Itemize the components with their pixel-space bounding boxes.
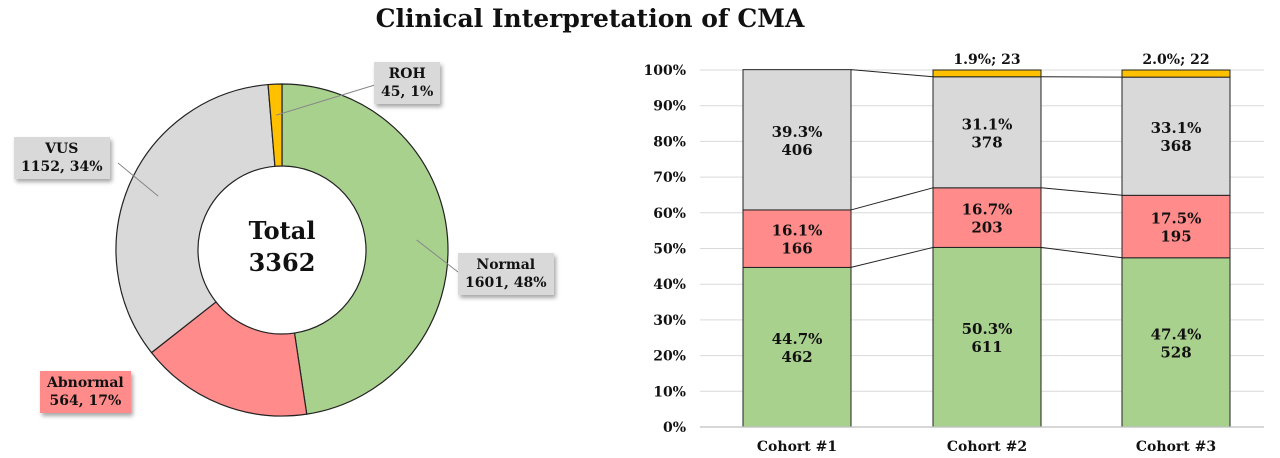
data-label-count-normal: 528 bbox=[1160, 343, 1191, 361]
series-connector-line bbox=[850, 187, 934, 211]
donut-slice-roh bbox=[267, 83, 283, 167]
data-label-pct-vus: 31.1% bbox=[962, 115, 1013, 133]
data-label-count-normal: 462 bbox=[781, 348, 812, 366]
slice-label-abnormal-value: 564, 17% bbox=[49, 393, 122, 409]
donut-center-line1: Total bbox=[248, 216, 316, 245]
bar-segment-vus bbox=[1121, 76, 1231, 196]
series-connector-line bbox=[850, 69, 934, 78]
series-connector-line bbox=[850, 246, 934, 268]
data-label-pct-vus: 33.1% bbox=[1151, 119, 1202, 137]
data-label-count-abnormal: 195 bbox=[1160, 228, 1191, 246]
y-tick-label: 20% bbox=[653, 349, 686, 365]
bar-segment-abnormal bbox=[932, 187, 1042, 248]
data-label-count-vus: 406 bbox=[781, 141, 812, 159]
donut-center-label: Total 3362 bbox=[222, 215, 342, 279]
slice-label-roh-name: ROH bbox=[388, 66, 426, 82]
bar-segment-normal bbox=[932, 246, 1042, 428]
y-tick-label: 60% bbox=[653, 206, 686, 222]
y-tick-label: 90% bbox=[653, 99, 686, 115]
bar-segment-abnormal bbox=[742, 209, 852, 268]
donut-slice-abnormal bbox=[150, 301, 308, 417]
donut-slice-normal bbox=[281, 83, 449, 415]
slice-label-normal: Normal 1601, 48% bbox=[458, 253, 554, 295]
bar-segment-vus bbox=[932, 76, 1042, 189]
y-tick-label: 0% bbox=[663, 420, 686, 436]
slice-label-roh-value: 45, 1% bbox=[381, 84, 434, 100]
y-tick-label: 40% bbox=[653, 277, 686, 293]
bar-segment-roh bbox=[932, 69, 1042, 78]
data-label-pct-abnormal: 17.5% bbox=[1151, 210, 1202, 228]
stacked-bar-chart: 0% 10% 20% 30% 40% 50% 60% 70% 80% 90% 100% 44.7%46… bbox=[643, 52, 1264, 455]
slice-label-vus-value: 1152, 34% bbox=[21, 159, 103, 175]
bar-segment-roh bbox=[1121, 69, 1231, 78]
x-tick-label: Cohort #2 bbox=[947, 439, 1027, 455]
slice-label-roh: ROH 45, 1% bbox=[374, 62, 441, 104]
y-tick-label: 80% bbox=[653, 134, 686, 150]
data-label-count-normal: 611 bbox=[971, 338, 1002, 356]
slice-label-vus-name: VUS bbox=[45, 141, 79, 157]
series-connector-line bbox=[1040, 246, 1123, 259]
y-tick-label: 70% bbox=[653, 170, 686, 186]
y-tick-label: 30% bbox=[653, 313, 686, 329]
slice-label-vus: VUS 1152, 34% bbox=[14, 137, 110, 179]
data-label-pct-abnormal: 16.7% bbox=[962, 201, 1013, 219]
data-label-roh: 2.0%; 22 bbox=[1142, 52, 1209, 68]
y-tick-label: 10% bbox=[653, 384, 686, 400]
bar-segment-vus bbox=[742, 69, 852, 211]
donut-chart bbox=[115, 83, 459, 417]
donut-slice-vus bbox=[115, 83, 276, 354]
data-label-pct-vus: 39.3% bbox=[772, 123, 823, 141]
slice-label-abnormal: Abnormal 564, 17% bbox=[40, 371, 131, 413]
slice-label-abnormal-name: Abnormal bbox=[47, 375, 124, 391]
data-label-pct-normal: 44.7% bbox=[772, 330, 823, 348]
data-label-count-vus: 368 bbox=[1160, 137, 1191, 155]
leader-line-vus bbox=[117, 162, 159, 197]
data-label-count-vus: 378 bbox=[971, 133, 1002, 151]
data-label-pct-normal: 50.3% bbox=[962, 320, 1013, 338]
series-connector-line bbox=[1040, 187, 1123, 196]
y-tick-label: 50% bbox=[653, 242, 686, 258]
chart-title: Clinical Interpretation of CMA bbox=[375, 4, 805, 33]
x-tick-label: Cohort #3 bbox=[1136, 439, 1216, 455]
data-label-pct-normal: 47.4% bbox=[1151, 325, 1202, 343]
data-label-pct-abnormal: 16.1% bbox=[772, 222, 823, 240]
data-label-count-abnormal: 203 bbox=[971, 219, 1002, 237]
slice-label-normal-value: 1601, 48% bbox=[465, 275, 547, 291]
y-tick-label: 100% bbox=[643, 63, 686, 79]
x-tick-label: Cohort #1 bbox=[757, 439, 837, 455]
slice-label-normal-name: Normal bbox=[476, 257, 536, 273]
bar-segment-abnormal bbox=[1121, 194, 1231, 259]
leader-line-roh bbox=[276, 83, 379, 116]
data-label-roh: 1.9%; 23 bbox=[953, 52, 1020, 68]
data-label-count-abnormal: 166 bbox=[781, 240, 812, 258]
donut-center-line2: 3362 bbox=[248, 248, 316, 277]
leader-line-normal bbox=[416, 239, 459, 273]
